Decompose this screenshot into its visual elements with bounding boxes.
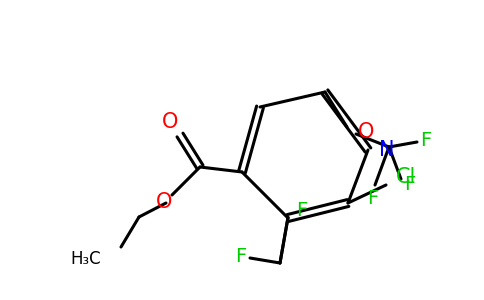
Text: F: F: [296, 202, 308, 220]
Text: Cl: Cl: [396, 167, 416, 187]
Text: H₃C: H₃C: [70, 250, 101, 268]
Text: F: F: [235, 248, 247, 266]
Text: O: O: [162, 112, 178, 132]
Text: F: F: [404, 175, 416, 194]
Text: N: N: [379, 140, 394, 160]
Text: O: O: [156, 192, 172, 212]
Text: F: F: [367, 188, 378, 208]
Text: F: F: [421, 130, 432, 149]
Text: O: O: [358, 122, 375, 142]
